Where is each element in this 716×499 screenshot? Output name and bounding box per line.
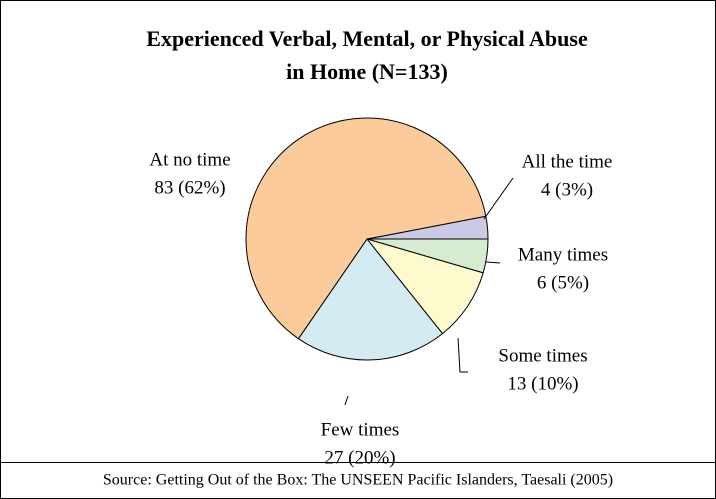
data-label: 83 (62%)	[154, 177, 225, 198]
leader-line	[457, 337, 468, 373]
pie-slice	[297, 238, 444, 361]
chart-title: Experienced Verbal, Mental, or Physical …	[146, 26, 588, 51]
leader-line	[485, 261, 501, 264]
category-label: At no time	[149, 149, 230, 170]
leader-line	[483, 177, 514, 220]
category-label: All the time	[522, 151, 613, 172]
data-label: 4 (3%)	[541, 179, 593, 200]
category-label: Many times	[518, 244, 608, 265]
data-label: 13 (10%)	[507, 373, 578, 394]
category-label: Few times	[321, 419, 400, 440]
chart-title: in Home (N=133)	[286, 59, 448, 84]
data-label: 27 (20%)	[324, 447, 395, 468]
leader-line	[344, 395, 349, 406]
category-label: Some times	[498, 345, 587, 366]
pie-slice	[245, 117, 487, 340]
source: Source: Getting Out of the Box: The UNSE…	[103, 472, 613, 489]
data-label: 6 (5%)	[537, 272, 589, 293]
pie-slice	[365, 238, 484, 335]
